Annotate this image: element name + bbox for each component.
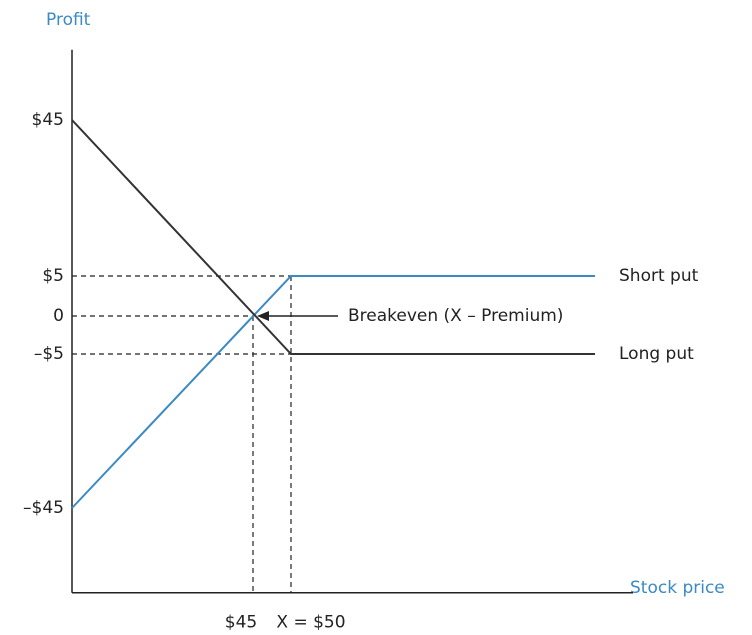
arrow-head xyxy=(257,311,269,321)
series-label: Long put xyxy=(619,344,694,364)
x-tick-label: $45 xyxy=(225,613,257,633)
x-tick-label: X = $50 xyxy=(276,613,345,633)
x-axis-label: Stock price xyxy=(630,578,725,598)
annotation: Breakeven (X – Premium) xyxy=(348,306,563,326)
line-series xyxy=(71,275,595,509)
y-tick-label: 0 xyxy=(53,306,64,326)
series-label: Short put xyxy=(619,266,699,286)
line-series xyxy=(71,119,595,355)
y-tick-label: –$5 xyxy=(34,344,64,364)
y-axis-label: Profit xyxy=(46,10,91,30)
y-tick-label: –$45 xyxy=(23,498,64,518)
y-tick-label: $45 xyxy=(32,110,64,130)
y-tick-label: $5 xyxy=(42,266,64,286)
